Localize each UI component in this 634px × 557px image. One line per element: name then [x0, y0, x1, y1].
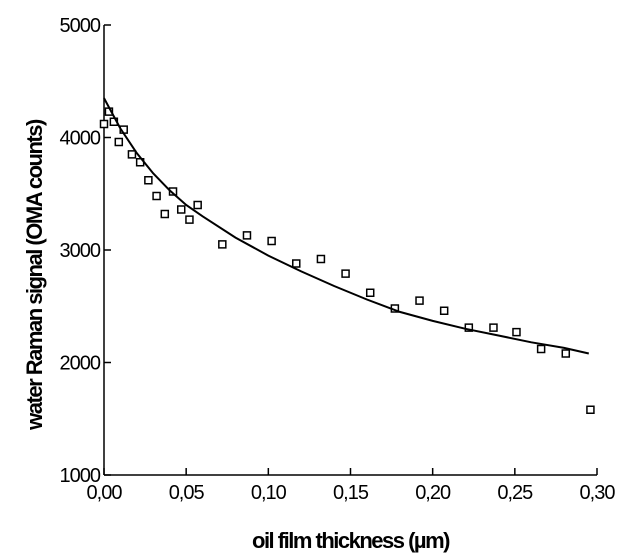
data-point [586, 405, 595, 414]
x-axis-title: oil film thickness (µm) [252, 528, 450, 553]
x-tick-label: 0,30 [580, 482, 616, 504]
data-point [489, 323, 498, 332]
data-point [292, 259, 301, 268]
data-point [536, 344, 546, 354]
y-tick-label: 1000 [60, 465, 101, 487]
y-tick-labels: 1000 2000 3000 4000 5000 [60, 15, 102, 487]
data-point [114, 137, 124, 147]
x-tick-label: 0,05 [169, 482, 205, 504]
x-tick-label: 0,10 [251, 482, 287, 504]
y-axis-title: water Raman signal (OMA counts) [22, 119, 47, 431]
data-point [267, 236, 276, 246]
x-tick-label: 0,15 [333, 482, 369, 504]
data-point [193, 200, 202, 210]
data-point [561, 349, 571, 358]
data-point [152, 191, 161, 201]
data-point [464, 323, 474, 332]
fit-curve [103, 97, 590, 355]
ticks [103, 24, 598, 476]
data-point [512, 327, 521, 337]
data-point [218, 240, 227, 249]
data-point [127, 150, 137, 159]
y-tick-label: 3000 [60, 240, 101, 262]
data-point [160, 209, 170, 219]
data-point [176, 205, 186, 214]
axes [103, 25, 597, 476]
data-point [341, 269, 350, 278]
x-tick-labels: 0,00 0,05 0,10 0,15 0,20 0,25 0,30 [87, 482, 617, 504]
data-point [365, 288, 375, 297]
data-point [415, 296, 424, 305]
y-tick-label: 5000 [60, 15, 101, 37]
data-point [242, 231, 252, 240]
y-tick-label: 2000 [60, 353, 101, 375]
x-tick-label: 0,00 [87, 482, 123, 504]
plot-series [99, 97, 595, 414]
x-tick-label: 0,20 [415, 482, 451, 504]
data-point [144, 176, 153, 185]
x-tick-label: 0,25 [497, 482, 533, 504]
data-point [185, 215, 194, 224]
data-point [99, 119, 109, 129]
data-point [316, 254, 326, 264]
data-point [439, 306, 449, 315]
y-tick-label: 4000 [60, 128, 101, 150]
